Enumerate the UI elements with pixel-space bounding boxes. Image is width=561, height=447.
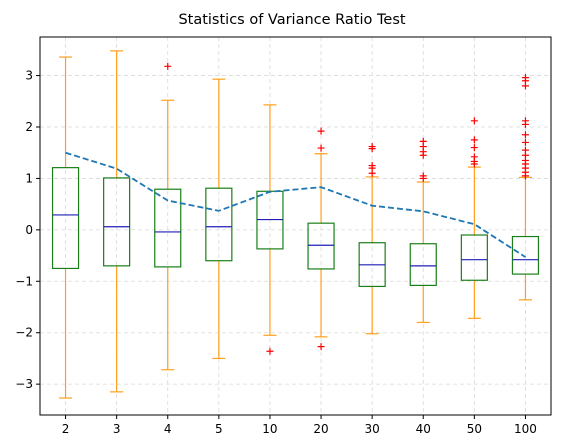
- outlier-marker: [470, 117, 478, 125]
- x-tick-label: 2: [62, 422, 70, 436]
- y-tick-label: 0: [25, 223, 33, 237]
- x-tick-label: 5: [215, 422, 223, 436]
- x-tick-label: 10: [262, 422, 277, 436]
- box-layer: [51, 50, 540, 399]
- box-iqr: [103, 177, 131, 267]
- x-tick-label: 50: [467, 422, 482, 436]
- outlier-marker: [368, 143, 376, 151]
- trend-layer: [65, 151, 526, 258]
- y-tick-label: 3: [25, 69, 33, 83]
- outlier-marker: [521, 146, 529, 154]
- trend-line: [65, 151, 526, 258]
- plot-frame: [39, 36, 552, 416]
- x-tick-label: 3: [113, 422, 121, 436]
- outlier-marker: [470, 144, 478, 152]
- box-iqr: [51, 167, 80, 270]
- y-tick-label: −1: [15, 274, 33, 288]
- axis-layer: −3 −2 −1 0 1 2 3 2 3 4 5 10 20 30 40 50 100: [15, 69, 537, 436]
- outlier-marker: [521, 74, 529, 82]
- outlier-marker: [317, 144, 325, 152]
- box-iqr: [460, 234, 488, 281]
- y-tick-label: 2: [25, 120, 33, 134]
- outlier-marker: [419, 172, 427, 180]
- outlier-marker: [419, 137, 427, 145]
- outlier-marker: [368, 162, 376, 170]
- box-iqr: [154, 188, 182, 268]
- x-tick-label: 100: [514, 422, 537, 436]
- outlier-marker: [164, 62, 172, 70]
- outlier-marker: [521, 131, 529, 139]
- outlier-marker: [470, 136, 478, 144]
- outlier-marker: [470, 153, 478, 161]
- box-iqr: [205, 187, 233, 262]
- box-iqr: [511, 235, 540, 275]
- x-tick-label: 30: [365, 422, 380, 436]
- outlier-marker: [317, 343, 325, 351]
- x-tick-label: 40: [416, 422, 431, 436]
- x-tick-label: 4: [164, 422, 172, 436]
- outlier-marker: [521, 138, 529, 146]
- outlier-marker: [266, 347, 274, 355]
- y-tick-label: −2: [15, 326, 33, 340]
- outlier-marker: [521, 117, 529, 125]
- y-tick-label: −3: [15, 377, 33, 391]
- outlier-marker: [317, 127, 325, 135]
- box-iqr: [409, 243, 437, 287]
- y-tick-label: 1: [25, 171, 33, 185]
- x-tick-label: 20: [313, 422, 328, 436]
- chart-title: Statistics of Variance Ratio Test: [178, 12, 405, 28]
- box-iqr: [307, 222, 335, 270]
